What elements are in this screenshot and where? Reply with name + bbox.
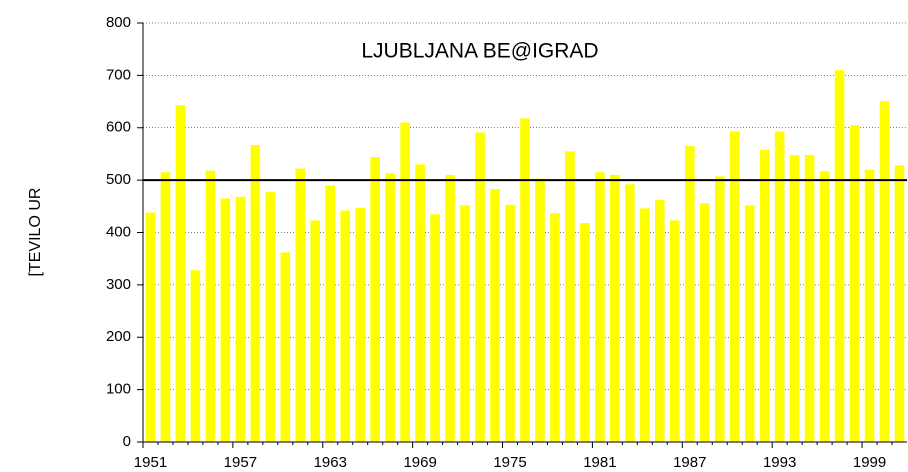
- y-axis-label: [TEVILO UR: [27, 188, 44, 277]
- bar: [175, 105, 186, 442]
- bar: [295, 168, 306, 443]
- x-tick-label: 1993: [763, 454, 796, 471]
- bar: [160, 172, 171, 443]
- bar: [535, 178, 545, 442]
- y-tick-label: 700: [106, 66, 131, 83]
- bar: [655, 200, 665, 442]
- bar: [265, 192, 276, 442]
- x-tick-label: 1975: [493, 454, 526, 471]
- bar: [744, 205, 755, 442]
- bar: [520, 118, 530, 442]
- x-tick-label: 1963: [314, 454, 347, 471]
- bar: [445, 174, 455, 442]
- bar: [849, 125, 860, 442]
- bar: [505, 204, 515, 442]
- bar: [235, 196, 246, 442]
- bar: [864, 169, 875, 442]
- bar: [460, 205, 470, 442]
- bar: [565, 151, 575, 442]
- bar: [774, 131, 785, 442]
- bar: [310, 220, 321, 442]
- bar: [894, 165, 905, 442]
- bar: [699, 203, 710, 442]
- bar: [789, 154, 800, 443]
- y-tick-label: 400: [106, 223, 131, 240]
- bar: [834, 70, 845, 442]
- bar: [430, 214, 440, 442]
- bar: [250, 145, 261, 442]
- x-tick-label: 1957: [224, 454, 257, 471]
- x-tick-label: 1981: [583, 454, 616, 471]
- bar: [475, 132, 485, 442]
- bar: [400, 122, 410, 442]
- y-tick-label: 0: [123, 433, 131, 450]
- bar: [355, 207, 366, 442]
- bar: [220, 198, 231, 442]
- bar: [370, 157, 380, 442]
- bar: [595, 172, 605, 443]
- bar: [280, 252, 291, 442]
- chart-title: LJUBLJANA BE@IGRAD: [361, 40, 598, 63]
- bar: [610, 174, 620, 442]
- bar: [385, 173, 395, 442]
- y-tick-label: 600: [106, 119, 131, 136]
- bar: [415, 164, 425, 442]
- bar: [325, 185, 336, 443]
- bar: [819, 171, 830, 442]
- y-tick-label: 300: [106, 276, 131, 293]
- bar: [580, 223, 590, 442]
- bar: [670, 220, 680, 442]
- y-tick-label: 500: [106, 171, 131, 188]
- bar: [490, 189, 500, 442]
- y-tick-label: 200: [106, 328, 131, 345]
- bar: [879, 101, 890, 442]
- bar: [759, 149, 770, 442]
- bar: [205, 170, 216, 442]
- x-tick-label: 1969: [403, 454, 436, 471]
- x-tick-label: 1987: [673, 454, 706, 471]
- bar: [714, 176, 725, 443]
- bar: [625, 184, 635, 442]
- bar: [804, 154, 815, 443]
- bar: [550, 213, 560, 442]
- x-tick-label: 1951: [134, 454, 167, 471]
- x-tick-label: 1999: [853, 454, 886, 471]
- bar: [729, 131, 740, 442]
- bar: [190, 270, 201, 442]
- bar: [145, 212, 156, 442]
- bar: [340, 210, 351, 442]
- y-tick-label: 100: [106, 381, 131, 398]
- y-tick-label: 800: [106, 14, 131, 31]
- bar: [684, 146, 695, 443]
- bar: [640, 208, 650, 442]
